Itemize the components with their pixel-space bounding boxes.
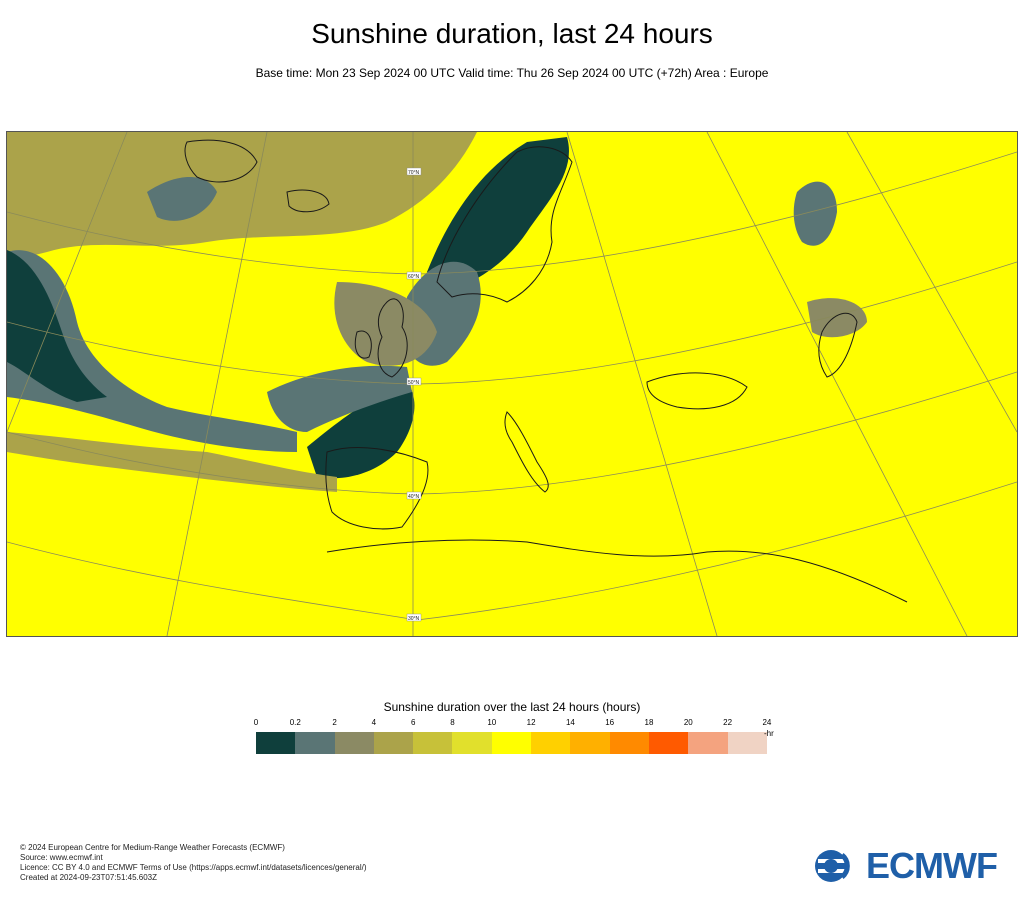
- legend-swatch: [609, 732, 649, 754]
- cloud-russia: [793, 181, 837, 246]
- legend-swatch: [570, 732, 610, 754]
- legend-swatch: [373, 732, 414, 754]
- legend-swatch: [491, 732, 532, 754]
- legend-colorbar: [256, 732, 767, 754]
- footer: © 2024 European Centre for Medium-Range …: [20, 843, 367, 883]
- legend-swatch: [531, 732, 571, 754]
- legend-tick-label: 2: [332, 718, 337, 727]
- cloud-atl-dark: [7, 250, 107, 402]
- cloud-shading: [7, 132, 867, 492]
- cloud-north-sea: [334, 282, 437, 366]
- lat-label-70: 70°N: [408, 170, 420, 176]
- cloud-scandinavia: [427, 137, 569, 292]
- coast-mediterranean-africa: [326, 539, 908, 603]
- coast-britain: [377, 298, 408, 378]
- legend-swatch: [413, 732, 453, 754]
- ecmwf-logo-icon: [815, 850, 858, 882]
- ecmwf-logo: ECMWF: [814, 845, 1006, 886]
- legend-swatch: [452, 732, 492, 754]
- footer-created: Created at 2024-09-23T07:51:45.603Z: [20, 873, 157, 882]
- footer-source: Source: www.ecmwf.int: [20, 853, 103, 862]
- map-panel: 70°N 60°N 50°N 40°N 30°N: [6, 131, 1018, 637]
- coast-iceland: [286, 189, 330, 213]
- lat-label-40: 40°N: [408, 494, 420, 500]
- legend-unit: -hr: [764, 729, 774, 738]
- ecmwf-logo-text: ECMWF: [866, 845, 998, 886]
- legend-tick-label: 14: [565, 718, 575, 727]
- legend-swatch: [295, 732, 335, 754]
- legend-tick-label: 24: [762, 718, 772, 727]
- coast-italy: [504, 411, 549, 493]
- footer-copyright: © 2024 European Centre for Medium-Range …: [20, 843, 285, 852]
- cloud-caspian: [807, 298, 867, 338]
- chart-title: Sunshine duration, last 24 hours: [311, 18, 713, 49]
- cloud-band-gray-atl: [7, 432, 337, 492]
- legend-swatch: [648, 732, 689, 754]
- footer-licence: Licence: CC BY 4.0 and ECMWF Terms of Us…: [20, 863, 367, 872]
- lat-labels: 70°N 60°N 50°N 40°N 30°N: [406, 167, 422, 622]
- legend-swatch: [334, 732, 374, 754]
- legend-tick-label: 8: [450, 718, 455, 727]
- map-svg: 70°N 60°N 50°N 40°N 30°N: [7, 132, 1017, 636]
- lat-label-60: 60°N: [408, 274, 420, 280]
- coast-caspian: [818, 312, 858, 378]
- legend-title: Sunshine duration over the last 24 hours…: [383, 700, 641, 714]
- cloud-greenland: [147, 177, 217, 221]
- chart-subtitle: Base time: Mon 23 Sep 2024 00 UTC Valid …: [255, 66, 769, 80]
- legend-swatch: [727, 732, 767, 754]
- coast-scandinavia: [436, 146, 573, 303]
- legend-tick-label: 20: [683, 718, 693, 727]
- coast-greenland: [184, 139, 258, 183]
- cloud-iberia-north: [307, 382, 415, 479]
- legend-tick-label: 0.2: [289, 718, 301, 727]
- cloud-band-gray-north: [7, 132, 477, 262]
- coast-black-sea: [646, 372, 748, 410]
- graticule: [7, 132, 1017, 636]
- legend-tick-label: 4: [371, 718, 377, 727]
- legend-tick-label: 16: [605, 718, 615, 727]
- coastlines: [184, 139, 908, 603]
- legend-tick-label: 18: [644, 718, 654, 727]
- legend-tick-label: 10: [487, 718, 497, 727]
- legend-swatch: [688, 732, 728, 754]
- legend-tick-label: 6: [410, 718, 416, 727]
- coast-iberia: [325, 447, 429, 530]
- lat-label-30: 30°N: [408, 616, 420, 622]
- legend-tick-label: 0: [253, 718, 259, 727]
- legend-tick-label: 12: [526, 718, 536, 727]
- coast-ireland: [354, 330, 372, 359]
- lat-label-50: 50°N: [408, 380, 420, 386]
- legend-swatch: [256, 732, 296, 754]
- legend-tick-label: 22: [723, 718, 733, 727]
